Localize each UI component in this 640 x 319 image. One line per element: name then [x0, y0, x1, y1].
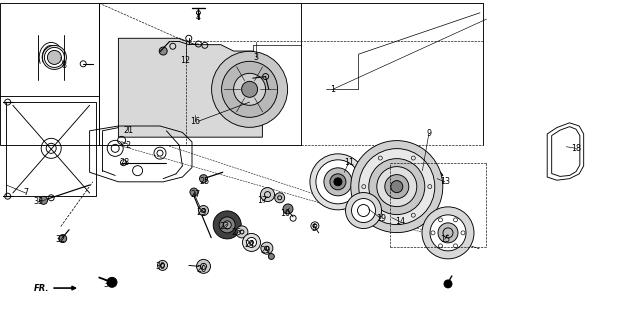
Text: 28: 28 — [120, 158, 130, 167]
Circle shape — [369, 159, 425, 215]
Text: 14: 14 — [395, 217, 405, 226]
Circle shape — [190, 188, 198, 196]
Circle shape — [159, 47, 167, 55]
Circle shape — [221, 61, 278, 117]
Text: 30: 30 — [155, 262, 165, 271]
Circle shape — [261, 242, 273, 254]
Circle shape — [243, 234, 260, 251]
Text: 15: 15 — [440, 235, 450, 244]
Text: 33: 33 — [33, 197, 44, 206]
Text: 24: 24 — [244, 240, 255, 249]
Polygon shape — [118, 38, 262, 137]
Circle shape — [196, 259, 211, 273]
Circle shape — [246, 237, 257, 248]
Circle shape — [330, 174, 346, 190]
Circle shape — [351, 198, 376, 223]
Text: 31: 31 — [104, 280, 114, 289]
Text: 18: 18 — [571, 144, 581, 153]
Circle shape — [42, 45, 67, 70]
Text: 2: 2 — [125, 141, 131, 150]
Text: 10: 10 — [280, 209, 290, 218]
Circle shape — [334, 178, 342, 186]
Circle shape — [391, 181, 403, 193]
Text: 20: 20 — [196, 265, 207, 274]
Text: 13: 13 — [440, 177, 450, 186]
Text: 27: 27 — [190, 190, 200, 199]
Circle shape — [275, 193, 285, 203]
Circle shape — [359, 149, 435, 225]
Circle shape — [438, 223, 458, 243]
Circle shape — [377, 167, 417, 207]
Text: 29: 29 — [260, 246, 271, 255]
Circle shape — [200, 174, 207, 183]
Text: 16: 16 — [190, 117, 200, 126]
Circle shape — [44, 48, 65, 67]
Circle shape — [324, 168, 352, 196]
Text: 5: 5 — [311, 224, 316, 233]
Circle shape — [234, 73, 266, 105]
Text: 22: 22 — [219, 222, 229, 231]
Circle shape — [242, 81, 258, 97]
Text: 8: 8 — [61, 61, 67, 70]
Text: 7: 7 — [23, 189, 28, 197]
Text: 4: 4 — [196, 13, 201, 22]
Circle shape — [198, 205, 209, 216]
Circle shape — [219, 217, 236, 233]
Text: 6: 6 — [445, 281, 451, 290]
Circle shape — [213, 211, 241, 239]
Circle shape — [310, 154, 366, 210]
Circle shape — [236, 226, 248, 238]
Text: 25: 25 — [200, 177, 210, 186]
Text: 11: 11 — [344, 158, 354, 167]
Text: 19: 19 — [376, 214, 386, 223]
Circle shape — [260, 188, 275, 202]
Text: 9: 9 — [426, 130, 431, 138]
Circle shape — [40, 196, 47, 204]
Circle shape — [212, 51, 287, 127]
Text: FR.: FR. — [34, 284, 49, 293]
Circle shape — [223, 221, 231, 229]
Text: 17: 17 — [257, 197, 268, 205]
Text: 12: 12 — [180, 56, 191, 65]
Circle shape — [346, 193, 381, 228]
Circle shape — [47, 50, 61, 64]
Circle shape — [444, 280, 452, 288]
Circle shape — [59, 234, 67, 243]
Text: 23: 23 — [196, 208, 207, 217]
Circle shape — [422, 207, 474, 259]
Text: 26: 26 — [232, 228, 242, 237]
Text: 32: 32 — [56, 235, 66, 244]
Circle shape — [157, 260, 168, 271]
Text: 1: 1 — [330, 85, 335, 94]
Circle shape — [316, 160, 360, 204]
Circle shape — [107, 277, 117, 287]
Circle shape — [385, 174, 409, 199]
Circle shape — [268, 254, 275, 259]
Circle shape — [430, 215, 466, 251]
Circle shape — [283, 204, 293, 214]
Text: 21: 21 — [123, 126, 133, 135]
Text: 3: 3 — [253, 53, 259, 62]
Circle shape — [351, 141, 443, 233]
